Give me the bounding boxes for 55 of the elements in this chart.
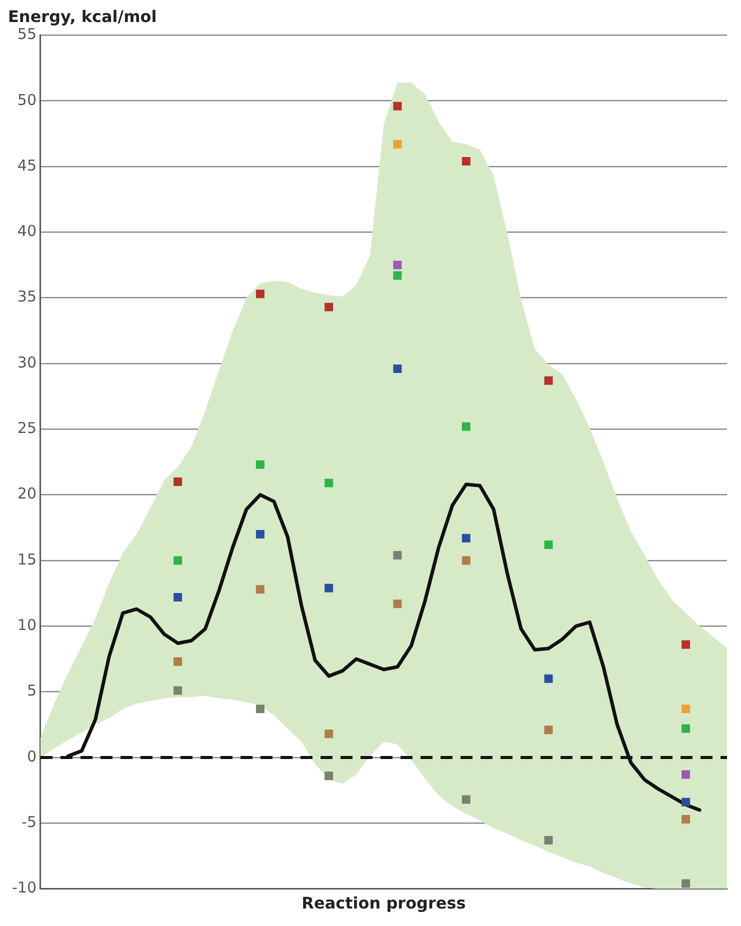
y-tick-label: 30 — [17, 353, 36, 372]
y-axis-title: Energy, kcal/mol — [8, 6, 157, 26]
y-tick-label: 45 — [17, 156, 36, 174]
point — [393, 271, 402, 280]
point — [462, 795, 470, 804]
point — [256, 460, 264, 469]
y-tick-label: 25 — [17, 419, 36, 438]
point — [544, 726, 553, 734]
point — [393, 364, 402, 374]
point — [682, 724, 690, 733]
point — [174, 593, 182, 602]
point — [174, 686, 182, 695]
point — [682, 798, 690, 806]
point — [682, 640, 690, 649]
x-axis-title: Reaction progress — [302, 894, 466, 913]
point — [544, 674, 553, 683]
point — [682, 704, 690, 714]
point — [682, 879, 690, 888]
point — [462, 422, 470, 431]
point — [324, 772, 334, 780]
point — [393, 102, 402, 110]
point — [544, 540, 553, 549]
y-tick-label: -10 — [12, 878, 36, 897]
point — [324, 478, 334, 488]
y-tick-label: 5 — [26, 682, 36, 700]
point — [393, 600, 402, 608]
point — [256, 704, 264, 714]
point — [324, 302, 334, 312]
y-tick-label: 20 — [17, 484, 36, 503]
point — [256, 530, 264, 538]
point — [462, 534, 470, 542]
y-tick-label: 35 — [17, 288, 36, 306]
y-tick-label: 10 — [17, 616, 36, 634]
point — [324, 584, 334, 592]
y-tick-label: 40 — [17, 222, 36, 240]
point — [462, 157, 470, 166]
point — [174, 477, 182, 486]
point — [174, 657, 182, 666]
point — [682, 770, 690, 779]
y-tick-label: -5 — [22, 813, 36, 832]
point — [462, 556, 470, 565]
y-tick-label: 50 — [17, 90, 36, 109]
point — [544, 376, 553, 385]
point — [393, 550, 402, 560]
y-tick-label: 15 — [17, 550, 36, 568]
y-tick-label: 55 — [17, 25, 36, 44]
y-tick-label: 0 — [26, 747, 36, 766]
point — [174, 556, 182, 565]
point — [682, 814, 690, 824]
point — [256, 290, 264, 298]
point — [544, 836, 553, 844]
point — [393, 140, 402, 148]
point — [324, 730, 334, 738]
point — [393, 260, 402, 270]
point — [256, 585, 264, 594]
